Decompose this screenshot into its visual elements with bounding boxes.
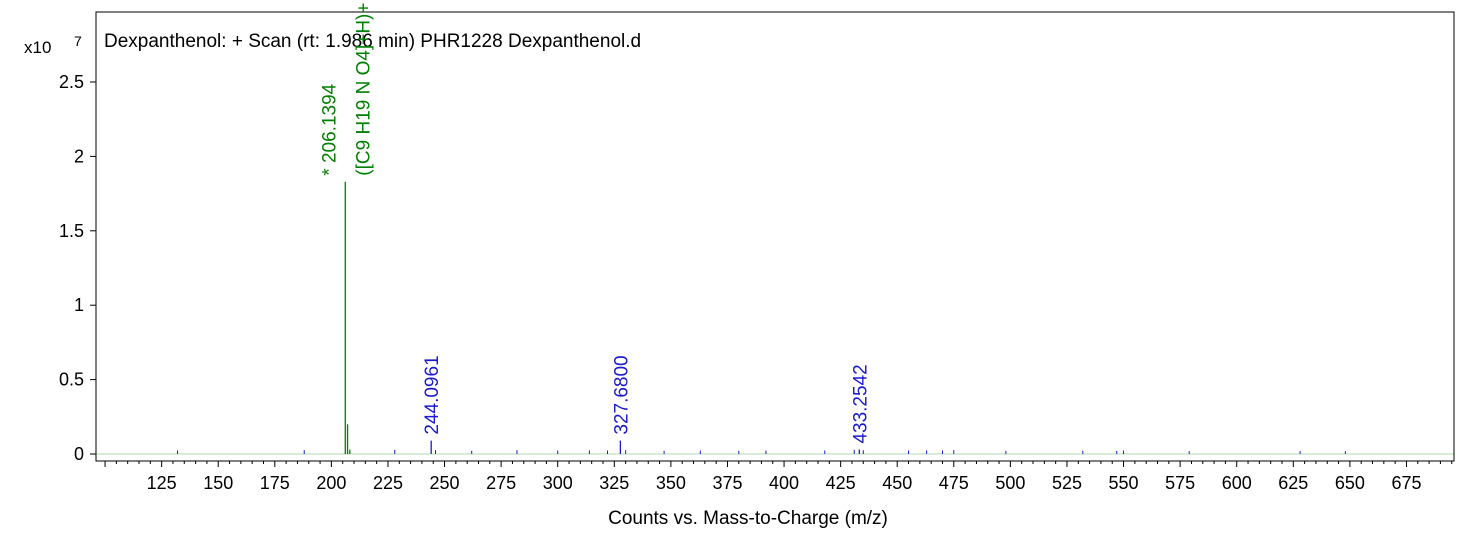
peak-annotation-label: * 206.1394: [319, 83, 340, 175]
peak-annotation-label: ([C9 H19 N O4]+H)+: [353, 3, 374, 176]
x-tick-label: 275: [486, 473, 516, 493]
x-tick-label: 600: [1222, 473, 1252, 493]
chart-title: Dexpanthenol: + Scan (rt: 1.986 min) PHR…: [104, 31, 641, 52]
x-tick-label: 550: [1109, 473, 1139, 493]
y-tick-label: 2: [74, 146, 84, 166]
x-tick-label: 125: [147, 473, 177, 493]
x-tick-label: 200: [316, 473, 346, 493]
y-tick-label: 0: [74, 444, 84, 464]
x-tick-label: 650: [1335, 473, 1365, 493]
peak-annotation-label: 327.6800: [611, 355, 632, 434]
plot-frame: [95, 11, 1455, 462]
y-tick-label: 0.5: [59, 370, 84, 390]
x-tick-label: 175: [260, 473, 290, 493]
x-tick-label: 325: [599, 473, 629, 493]
x-tick-label: 675: [1391, 473, 1421, 493]
x-tick-label: 425: [826, 473, 856, 493]
x-tick-label: 475: [939, 473, 969, 493]
x-tick-label: 350: [656, 473, 686, 493]
y-axis: 0 0.5 1 1.5 2 2.5: [59, 72, 96, 464]
x-axis: 125 150 175 200 225 250 275 300 325 350 375 400 425 4…: [104, 461, 1453, 493]
x-tick-label: 525: [1052, 473, 1082, 493]
x-tick-label: 450: [882, 473, 912, 493]
noise-peaks: [176, 449, 1346, 454]
x-tick-label: 625: [1278, 473, 1308, 493]
y-tick-label: 1.5: [59, 221, 84, 241]
y-multiplier-exponent: 7: [74, 33, 82, 49]
y-tick-label: 2.5: [59, 72, 84, 92]
x-tick-label: 500: [995, 473, 1025, 493]
y-multiplier-base: x10: [24, 38, 51, 57]
x-tick-label: 150: [203, 473, 233, 493]
x-tick-label: 300: [543, 473, 573, 493]
x-tick-label: 225: [373, 473, 403, 493]
x-tick-label: 400: [769, 473, 799, 493]
y-tick-label: 1: [74, 295, 84, 315]
x-axis-title: Counts vs. Mass-to-Charge (m/z): [608, 508, 888, 529]
peak-annotation-label: 433.2542: [850, 364, 871, 443]
peak-annotations: * 206.1394 ([C9 H19 N O4]+H)+ 244.0961 327.…: [319, 3, 871, 444]
x-tick-label: 250: [430, 473, 460, 493]
spectrum-peaks: [96, 181, 1454, 455]
peak-annotation-label: 244.0961: [422, 355, 443, 434]
x-tick-label: 575: [1165, 473, 1195, 493]
x-tick-label: 375: [712, 473, 742, 493]
